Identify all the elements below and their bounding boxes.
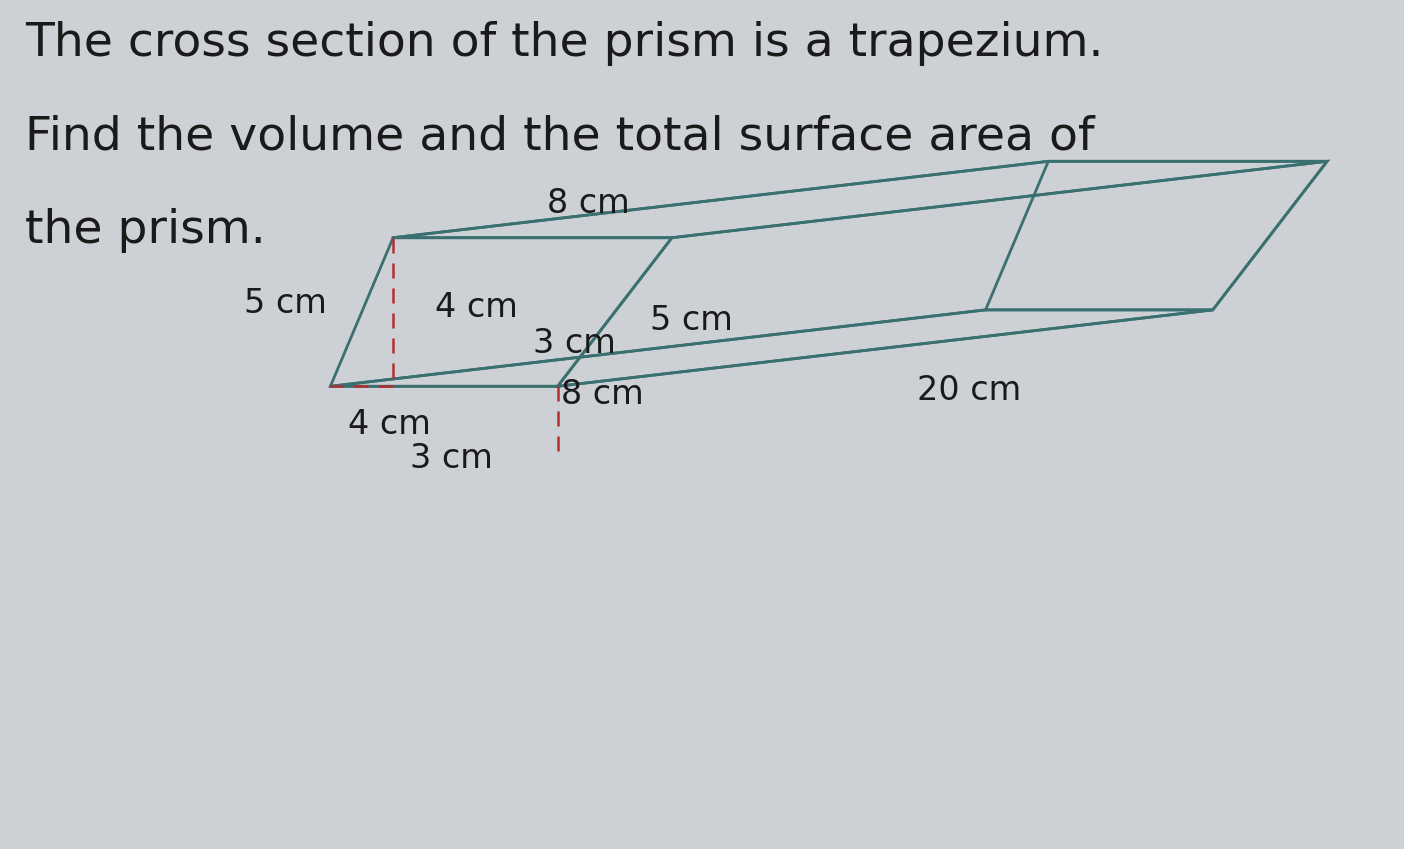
Text: Find the volume and the total surface area of: Find the volume and the total surface ar… xyxy=(25,115,1095,160)
Text: the prism.: the prism. xyxy=(25,208,265,253)
Text: 5 cm: 5 cm xyxy=(244,287,327,320)
Text: 3 cm: 3 cm xyxy=(410,442,493,475)
Text: 20 cm: 20 cm xyxy=(917,374,1021,407)
Text: The cross section of the prism is a trapezium.: The cross section of the prism is a trap… xyxy=(25,21,1104,66)
Text: 8 cm: 8 cm xyxy=(548,188,629,220)
Text: 5 cm: 5 cm xyxy=(650,304,733,337)
Text: 4 cm: 4 cm xyxy=(435,291,518,324)
Text: 8 cm: 8 cm xyxy=(560,379,643,411)
Text: 4 cm: 4 cm xyxy=(348,408,431,441)
Text: 3 cm: 3 cm xyxy=(534,328,616,360)
